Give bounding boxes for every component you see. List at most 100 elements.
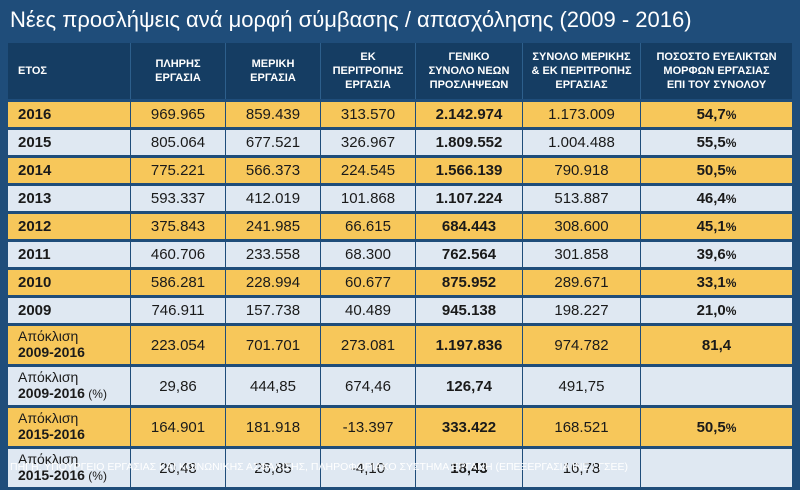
cell-flex-share [640, 367, 792, 405]
deviation-label: Απόκλιση [18, 369, 79, 385]
cell-rotation: 674,46 [320, 367, 415, 405]
cell-full-time: 164.901 [130, 408, 225, 446]
cell-total: 126,74 [415, 367, 522, 405]
table-body: 2016 969.965 859.439 313.570 2.142.974 1.173.… [8, 102, 792, 487]
share-value: 50,5 [696, 418, 726, 436]
deviation-suffix: (%) [84, 469, 107, 483]
header-line: ΠΡΟΣΛΗΨΕΩΝ [429, 79, 509, 91]
cell-rotation: -13.397 [320, 408, 415, 446]
cell-deviation-label: Απόκλιση 2009-2016 [8, 326, 130, 364]
header-rotation: ΕΚ ΠΕΡΙΤΡΟΠΗΣ ΕΡΓΑΣΙΑ [320, 43, 415, 99]
share-unit: % [725, 248, 737, 262]
header-full-time: ΠΛΗΡΗΣ ΕΡΓΑΣΙΑ [130, 43, 225, 99]
header-line: ΜΟΡΦΩΝ ΕΡΓΑΣΙΑΣ [663, 65, 770, 77]
cell-full-time: 460.706 [130, 242, 225, 267]
cell-full-time: 29,86 [130, 367, 225, 405]
cell-rotation: 326.967 [320, 130, 415, 155]
header-year: ΕΤΟΣ [8, 43, 130, 99]
cell-part-time: 412.019 [225, 186, 320, 211]
header-line: ΠΟΣΟΣΤΟ ΕΥΕΛΙΚΤΩΝ [656, 51, 777, 63]
cell-rotation: 101.868 [320, 186, 415, 211]
cell-year: 2013 [8, 186, 130, 211]
cell-flex-total: 308.600 [522, 214, 640, 239]
cell-year: 2010 [8, 270, 130, 295]
share-unit: % [725, 220, 737, 234]
cell-part-time: 566.373 [225, 158, 320, 183]
cell-flex-total: 790.918 [522, 158, 640, 183]
cell-flex-share: 55,5% [640, 130, 792, 155]
share-value: 50,5 [696, 162, 726, 179]
share-unit: % [725, 108, 737, 122]
cell-total: 1.566.139 [415, 158, 522, 183]
cell-flex-share: 45,1% [640, 214, 792, 239]
table-row: 2010 586.281 228.994 60.677 875.952 289.671 33… [8, 270, 792, 295]
cell-rotation: 68.300 [320, 242, 415, 267]
cell-full-time: 805.064 [130, 130, 225, 155]
cell-flex-share [640, 449, 792, 487]
deviation-suffix: (%) [84, 387, 107, 401]
cell-total: 1.107.224 [415, 186, 522, 211]
cell-flex-share: 39,6% [640, 242, 792, 267]
cell-full-time: 586.281 [130, 270, 225, 295]
header-flex-total: ΣΥΝΟΛΟ ΜΕΡΙΚΗΣ & ΕΚ ΠΕΡΙΤΡΟΠΗΣ ΕΡΓΑΣΙΑΣ [522, 43, 640, 99]
cell-year: 2015 [8, 130, 130, 155]
header-line: ΣΥΝΟΛΟ ΜΕΡΙΚΗΣ [532, 51, 631, 63]
cell-flex-share: 81,4 [640, 326, 792, 364]
header-line: ΠΕΡΙΤΡΟΠΗΣ [332, 65, 404, 77]
cell-full-time: 775.221 [130, 158, 225, 183]
cell-year: 2009 [8, 298, 130, 323]
cell-flex-share: 21,0% [640, 298, 792, 323]
header-line: ΕΠΙ ΤΟΥ ΣΥΝΟΛΟΥ [666, 79, 767, 91]
deviation-range: 2009-2016 [18, 385, 85, 401]
cell-flex-total: 198.227 [522, 298, 640, 323]
cell-flex-share: 50,5% [640, 408, 792, 446]
cell-rotation: 273.081 [320, 326, 415, 364]
cell-flex-total: 1.173.009 [522, 102, 640, 127]
header-line: ΕΡΓΑΣΙΑ [155, 72, 201, 84]
header-row: ΕΤΟΣ ΠΛΗΡΗΣ ΕΡΓΑΣΙΑ ΜΕΡΙΚΗ ΕΡΓΑΣΙΑ ΕΚ ΠΕΡΙΤΡΟΠ… [8, 43, 792, 99]
header-flex-share: ΠΟΣΟΣΤΟ ΕΥΕΛΙΚΤΩΝ ΜΟΡΦΩΝ ΕΡΓΑΣΙΑΣ ΕΠΙ ΤΟΥ … [640, 43, 792, 99]
hiring-table: ΕΤΟΣ ΠΛΗΡΗΣ ΕΡΓΑΣΙΑ ΜΕΡΙΚΗ ΕΡΓΑΣΙΑ ΕΚ ΠΕΡΙΤΡΟΠ… [8, 40, 792, 490]
deviation-label: Απόκλιση [18, 451, 79, 467]
header-line: ΠΛΗΡΗΣ [155, 58, 201, 70]
cell-full-time: 746.911 [130, 298, 225, 323]
cell-total: 1.809.552 [415, 130, 522, 155]
header-line: & ΕΚ ΠΕΡΙΤΡΟΠΗΣ [531, 65, 632, 77]
cell-part-time: 233.558 [225, 242, 320, 267]
header-line: ΕΡΓΑΣΙΑ [250, 72, 296, 84]
cell-flex-total: 974.782 [522, 326, 640, 364]
deviation-label: Απόκλιση [18, 410, 79, 426]
cell-year: 2014 [8, 158, 130, 183]
cell-part-time: 241.985 [225, 214, 320, 239]
cell-part-time: 181.918 [225, 408, 320, 446]
cell-flex-total: 1.004.488 [522, 130, 640, 155]
cell-part-time: 677.521 [225, 130, 320, 155]
header-part-time: ΜΕΡΙΚΗ ΕΡΓΑΣΙΑ [225, 43, 320, 99]
deviation-row: Απόκλιση 2009-2016 (%) 29,86 444,85 674,46 12… [8, 367, 792, 405]
table-row: 2015 805.064 677.521 326.967 1.809.552 1.004.… [8, 130, 792, 155]
header-line: ΕΡΓΑΣΙΑ [345, 79, 391, 91]
cell-rotation: 66.615 [320, 214, 415, 239]
deviation-row: Απόκλιση 2015-2016 164.901 181.918 -13.397 33… [8, 408, 792, 446]
cell-year: 2012 [8, 214, 130, 239]
share-unit: % [725, 304, 737, 318]
cell-total: 875.952 [415, 270, 522, 295]
cell-part-time: 444,85 [225, 367, 320, 405]
share-value: 46,4 [696, 190, 726, 207]
cell-deviation-label: Απόκλιση 2015-2016 [8, 408, 130, 446]
cell-flex-share: 54,7% [640, 102, 792, 127]
cell-flex-total: 513.887 [522, 186, 640, 211]
cell-full-time: 593.337 [130, 186, 225, 211]
share-unit: % [725, 192, 737, 206]
cell-flex-total: 289.671 [522, 270, 640, 295]
share-value: 81,4 [701, 336, 732, 354]
deviation-range: 2015-2016 [18, 426, 85, 442]
cell-flex-share: 46,4% [640, 186, 792, 211]
cell-rotation: 313.570 [320, 102, 415, 127]
share-value: 21,0 [696, 302, 726, 319]
deviation-range: 2009-2016 [18, 344, 85, 360]
deviation-label: Απόκλιση [18, 328, 79, 344]
cell-full-time: 223.054 [130, 326, 225, 364]
table-row: 2009 746.911 157.738 40.489 945.138 198.227 21… [8, 298, 792, 323]
share-value: 45,1 [696, 218, 726, 235]
